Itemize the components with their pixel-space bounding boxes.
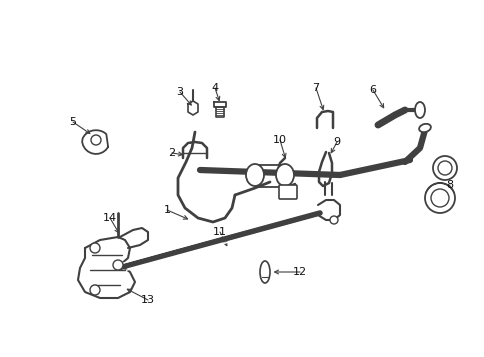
Text: 3: 3: [176, 87, 183, 97]
Text: 2: 2: [168, 148, 175, 158]
Ellipse shape: [418, 124, 430, 132]
Polygon shape: [120, 228, 148, 248]
Text: 9: 9: [333, 137, 340, 147]
Text: 12: 12: [292, 267, 306, 277]
Ellipse shape: [414, 102, 424, 118]
Ellipse shape: [90, 285, 100, 295]
Ellipse shape: [430, 189, 448, 207]
Polygon shape: [78, 237, 135, 298]
Ellipse shape: [437, 161, 451, 175]
Text: 13: 13: [141, 295, 155, 305]
Ellipse shape: [91, 135, 101, 145]
Ellipse shape: [432, 156, 456, 180]
Text: 8: 8: [445, 180, 453, 190]
Ellipse shape: [259, 261, 270, 283]
Text: 7: 7: [312, 83, 319, 93]
Text: 11: 11: [212, 227, 227, 237]
Ellipse shape: [90, 243, 100, 253]
FancyBboxPatch shape: [278, 185, 296, 199]
Text: 4: 4: [211, 83, 218, 93]
Ellipse shape: [424, 183, 454, 213]
Text: 14: 14: [103, 213, 117, 223]
Text: 1: 1: [163, 205, 170, 215]
Ellipse shape: [275, 164, 293, 186]
Text: 10: 10: [272, 135, 287, 145]
Ellipse shape: [245, 164, 263, 186]
Ellipse shape: [113, 260, 123, 270]
Ellipse shape: [329, 216, 337, 224]
Text: 6: 6: [369, 85, 376, 95]
Text: 5: 5: [69, 117, 76, 127]
